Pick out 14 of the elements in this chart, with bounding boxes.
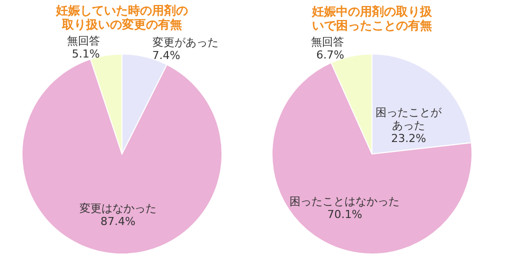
data-label: 70.1% bbox=[327, 208, 362, 221]
data-label: 5.1% bbox=[72, 47, 100, 60]
slice-label: 無回答 bbox=[311, 36, 344, 49]
data-label: 87.4% bbox=[100, 214, 136, 228]
slice-label: 変更はなかった bbox=[80, 202, 157, 215]
slice-label: 困ったことがあった bbox=[376, 106, 443, 132]
data-label: 6.7% bbox=[316, 48, 344, 62]
data-label: 23.2% bbox=[391, 132, 426, 145]
slice-label: 無回答 bbox=[66, 34, 100, 48]
slice-label: 困ったことはなかった bbox=[290, 194, 400, 208]
chart-title: 妊娠していた時の用剤の取り扱いの変更の有無 bbox=[55, 3, 188, 32]
chart-title: 妊娠中の用剤の取り扱いで困ったことの有無 bbox=[311, 4, 433, 33]
slice-label: 変更があった bbox=[152, 36, 218, 50]
data-label: 7.4% bbox=[152, 49, 180, 62]
